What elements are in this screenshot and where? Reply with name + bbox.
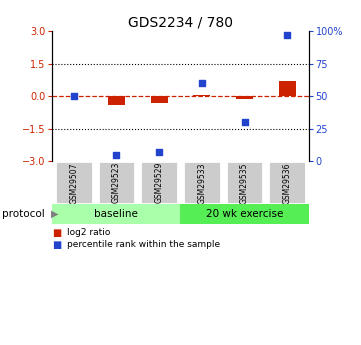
Text: GSM29529: GSM29529 xyxy=(155,162,164,204)
Point xyxy=(284,32,290,38)
Title: GDS2234 / 780: GDS2234 / 780 xyxy=(128,16,233,30)
Text: ▶: ▶ xyxy=(51,209,58,219)
Text: GSM29535: GSM29535 xyxy=(240,162,249,204)
Bar xyxy=(97,161,135,204)
Bar xyxy=(140,161,178,204)
Bar xyxy=(193,95,210,96)
Bar xyxy=(52,204,180,224)
Point xyxy=(113,152,119,158)
Point xyxy=(71,93,77,99)
Bar xyxy=(279,81,296,96)
Text: log2 ratio: log2 ratio xyxy=(67,228,110,237)
Point xyxy=(156,149,162,155)
Point xyxy=(199,80,205,86)
Text: GSM29536: GSM29536 xyxy=(283,162,292,204)
Text: protocol: protocol xyxy=(3,209,45,219)
Bar xyxy=(55,161,92,204)
Text: GSM29533: GSM29533 xyxy=(197,162,206,204)
Text: 20 wk exercise: 20 wk exercise xyxy=(206,209,283,219)
Text: GSM29507: GSM29507 xyxy=(69,162,78,204)
Bar xyxy=(180,204,309,224)
Text: baseline: baseline xyxy=(95,209,138,219)
Point xyxy=(242,120,247,125)
Text: percentile rank within the sample: percentile rank within the sample xyxy=(67,240,220,249)
Bar xyxy=(108,96,125,105)
Text: GSM29523: GSM29523 xyxy=(112,162,121,204)
Text: ■: ■ xyxy=(52,240,62,250)
Bar xyxy=(236,96,253,99)
Bar xyxy=(226,161,264,204)
Bar xyxy=(269,161,306,204)
Bar xyxy=(151,96,168,103)
Text: ■: ■ xyxy=(52,228,62,238)
Bar xyxy=(183,161,221,204)
